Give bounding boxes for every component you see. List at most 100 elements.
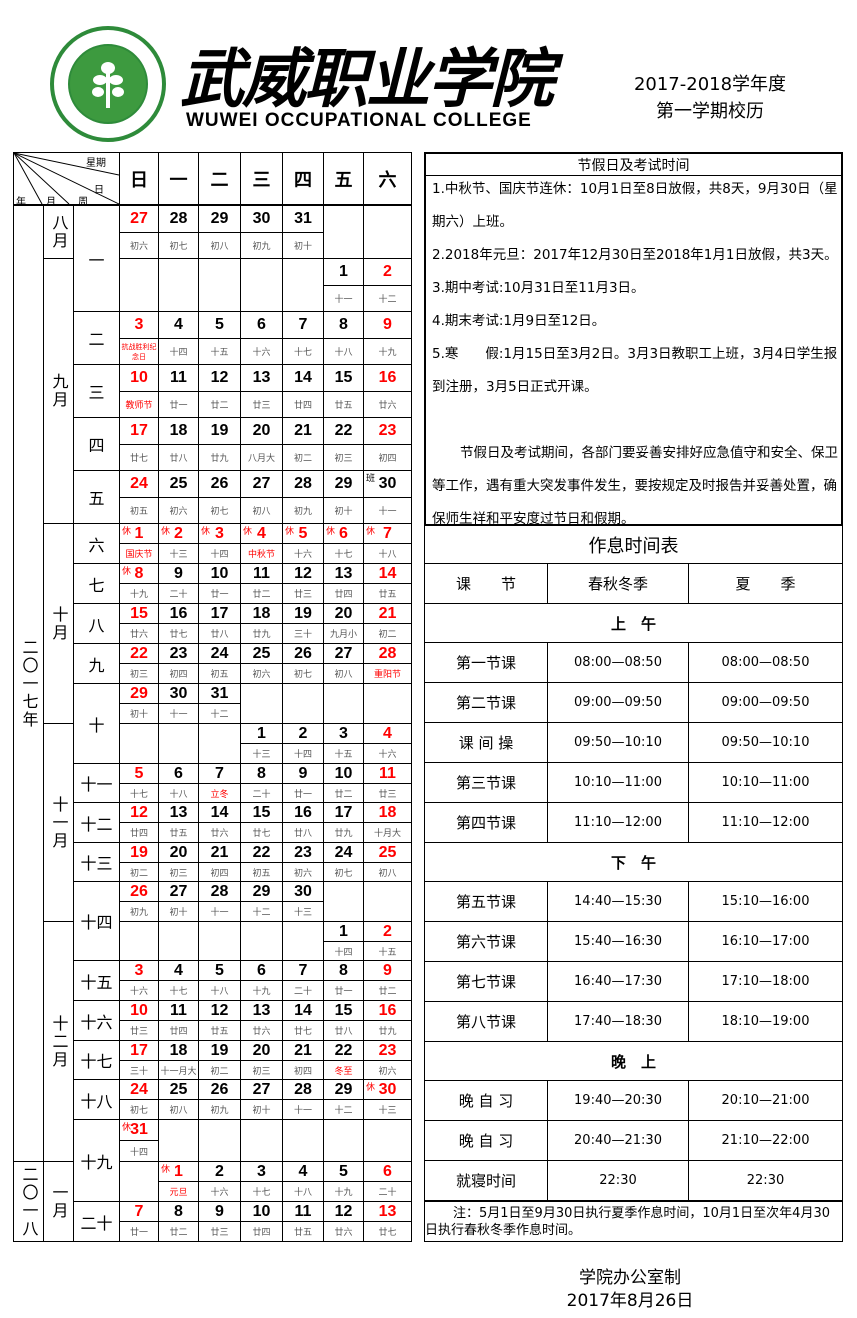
day-number-text: 15: [334, 369, 353, 386]
day-number-text: 9: [383, 961, 392, 979]
year-cell: 二〇一七年: [13, 205, 44, 1162]
empty-cell: [198, 723, 241, 764]
month-cell: 十二月: [43, 921, 74, 1162]
day-number-text: 1: [174, 1162, 183, 1180]
day-number: 6: [158, 763, 199, 784]
lunar-date: 十五: [323, 743, 364, 764]
lunar-date: 十九: [119, 583, 159, 604]
day-number: 11: [282, 1201, 324, 1222]
week-cell-label: 十七: [80, 1052, 113, 1071]
day-number-text: 11: [294, 1202, 312, 1220]
day-number: 28: [198, 881, 241, 902]
week-cell: 二: [73, 311, 120, 365]
day-number-text: 13: [252, 1001, 271, 1019]
lunar-date: 十四: [282, 743, 324, 764]
day-number: 4: [158, 311, 199, 339]
lunar-date: 十七: [119, 783, 159, 803]
empty-cell: [240, 1119, 283, 1162]
lunar-date: 廿七: [158, 623, 199, 644]
schedule-time: 18:10—19:00: [688, 1001, 843, 1042]
day-number: 14: [282, 1000, 324, 1021]
day-number: 27: [323, 643, 364, 664]
day-number-text: 25: [378, 843, 397, 861]
empty-cell: [158, 258, 199, 312]
lunar-date: 十一: [158, 703, 199, 724]
lunar-date: 二十: [363, 1181, 412, 1202]
schedule-period: 第一节课: [424, 642, 548, 683]
year-cell-label: 二〇一八: [19, 1165, 39, 1238]
day-number-text: 1: [339, 263, 348, 280]
day-number-text: 25: [169, 475, 188, 492]
lunar-date: 廿二: [240, 583, 283, 604]
rest-day-marker: 休: [122, 566, 132, 576]
day-number: 4: [363, 723, 412, 744]
lunar-date: 十五: [198, 338, 241, 365]
day-number: 21: [282, 417, 324, 445]
week-cell-label: 十三: [80, 854, 113, 873]
day-number-text: 29: [130, 684, 148, 702]
schedule-time: 10:10—11:00: [547, 762, 689, 803]
lunar-date: 十九: [323, 1181, 364, 1202]
lunar-date: 廿四: [240, 1221, 283, 1242]
day-number: 17: [119, 1040, 159, 1061]
lunar-date: 初四: [363, 444, 412, 471]
day-number-text: 27: [169, 882, 188, 900]
lunar-date: 立冬: [198, 783, 241, 803]
week-cell: 七: [73, 563, 120, 604]
day-number: 6: [240, 311, 283, 339]
empty-cell: [119, 723, 159, 764]
day-number-text: 5: [215, 316, 224, 333]
lunar-date: 初五: [240, 862, 283, 882]
day-number: 20: [158, 842, 199, 863]
rest-day-marker: 休: [366, 1082, 376, 1092]
lunar-date: 十四: [119, 1140, 159, 1162]
semester-title: 第一学期校历: [656, 101, 764, 122]
schedule-time: 22:30: [547, 1160, 689, 1201]
rest-day-marker: 休: [366, 526, 376, 536]
day-number: 11: [240, 563, 283, 584]
day-number-text: 7: [215, 764, 224, 782]
schedule-time: 16:10—17:00: [688, 921, 843, 962]
day-number: 18: [158, 417, 199, 445]
day-number-text: 28: [210, 882, 229, 900]
day-number: 7: [198, 763, 241, 784]
day-number: 28: [282, 470, 324, 498]
corner-week: 周: [78, 197, 88, 208]
day-number-text: 7: [383, 524, 392, 542]
day-number-text: 12: [334, 1202, 353, 1220]
lunar-date: 十六: [240, 338, 283, 365]
day-number: 15: [240, 802, 283, 823]
empty-cell: [323, 683, 364, 724]
day-number-text: 8: [339, 961, 348, 979]
day-number: 14: [363, 563, 412, 584]
day-number: 28: [363, 643, 412, 664]
day-number-text: 2: [298, 724, 308, 742]
lunar-date: 十六: [363, 743, 412, 764]
month-cell-label: 九月: [49, 373, 69, 409]
month-cell-label: 十二月: [49, 1014, 69, 1069]
lunar-date: 初八: [158, 1099, 199, 1120]
lunar-date: 廿一: [323, 980, 364, 1001]
lunar-date: 初五: [198, 663, 241, 684]
lunar-date: 廿四: [119, 822, 159, 843]
lunar-date: 初六: [240, 663, 283, 684]
day-number-text: 30: [378, 1080, 397, 1098]
week-cell: 十二: [73, 802, 120, 843]
day-number: 16: [363, 364, 412, 392]
holiday-list: 1.中秋节、国庆节连休：10月1日至8日放假，共8天，9月30日（星期六）上班。…: [426, 173, 841, 536]
lunar-date: 廿一: [158, 391, 199, 418]
lunar-date: 十六: [198, 1181, 241, 1202]
day-number-text: 10: [334, 764, 353, 782]
day-number-text: 19: [294, 604, 312, 622]
day-number: 26: [119, 881, 159, 902]
lunar-date: 廿一: [198, 583, 241, 604]
day-number: 3: [323, 723, 364, 744]
lunar-date: 初二: [363, 623, 412, 644]
empty-cell: [119, 921, 159, 961]
week-cell: 十一: [73, 763, 120, 803]
day-number: 10: [119, 1000, 159, 1021]
week-cell: 六: [73, 523, 120, 564]
lunar-date: 初三: [240, 1060, 283, 1080]
day-number: 28: [282, 1079, 324, 1100]
